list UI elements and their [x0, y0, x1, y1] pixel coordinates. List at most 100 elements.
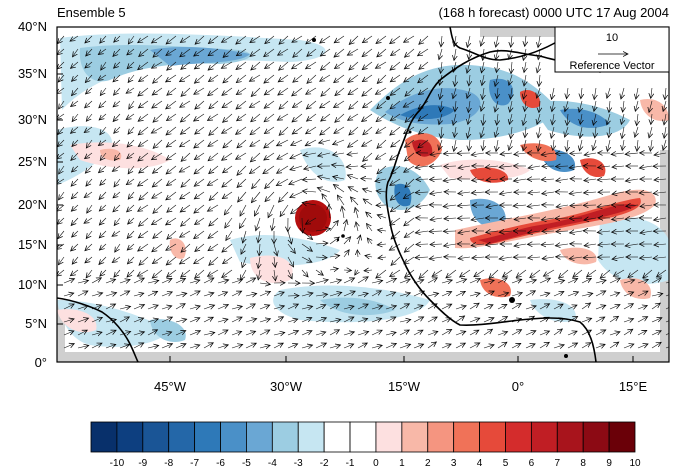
wind-vector — [276, 178, 289, 186]
wind-vector — [429, 231, 443, 232]
wind-vector — [226, 230, 233, 241]
lat-label-5n: 5°N — [25, 316, 47, 331]
wind-vector — [523, 87, 526, 99]
wind-vector — [567, 139, 568, 152]
wind-vector — [292, 35, 303, 42]
wind-vector — [418, 48, 429, 56]
wind-vector — [138, 87, 149, 96]
wind-vector — [166, 165, 177, 174]
wind-vector — [71, 243, 79, 251]
wind-vector — [189, 280, 200, 283]
lat-label-35n: 35°N — [18, 66, 47, 81]
wind-vector — [127, 61, 135, 69]
wind-vector — [152, 217, 163, 225]
wind-vector — [555, 218, 569, 219]
wind-vector — [333, 139, 345, 145]
wind-vector — [180, 191, 191, 199]
wind-vector — [350, 197, 359, 206]
wind-vector — [587, 269, 597, 277]
wind-vector — [264, 87, 275, 95]
wind-vector — [357, 250, 358, 258]
wind-vector — [581, 343, 591, 349]
wind-vector — [622, 139, 624, 150]
wind-vector — [167, 230, 177, 239]
wind-vector — [236, 35, 247, 44]
colorbar-swatch — [349, 421, 377, 453]
wind-vector — [256, 217, 261, 231]
wind-vector — [138, 204, 149, 211]
wind-vector — [91, 317, 102, 323]
wind-vector — [495, 74, 498, 86]
wind-vector — [539, 100, 540, 113]
wind-vector — [573, 269, 583, 277]
wind-vector — [364, 270, 373, 271]
wind-vector — [595, 280, 606, 283]
wind-vector — [377, 100, 387, 109]
wind-vector — [472, 257, 485, 258]
wind-vector — [208, 243, 219, 251]
wind-vector — [265, 191, 275, 202]
wind-vector — [513, 205, 527, 206]
wind-vector — [167, 204, 177, 212]
wind-vector — [483, 329, 493, 336]
wind-vector — [541, 153, 555, 155]
wind-vector — [301, 230, 313, 240]
wind-vector — [595, 344, 605, 348]
wind-vector — [552, 87, 555, 99]
reference-vector-value: 10 — [606, 32, 618, 44]
wind-vector — [152, 152, 163, 160]
wind-vector — [635, 100, 638, 111]
wind-vector — [432, 269, 443, 276]
wind-vector — [625, 218, 639, 219]
wind-vector — [240, 204, 247, 216]
wind-vector — [581, 278, 591, 284]
wind-vector — [371, 281, 383, 284]
wind-vector — [251, 87, 261, 97]
wind-vector — [637, 139, 638, 151]
wind-vector — [538, 139, 540, 151]
wind-vector — [139, 74, 149, 82]
colorbar-label: 1 — [399, 458, 405, 469]
wind-vector — [86, 113, 93, 121]
wind-vector — [194, 191, 205, 199]
wind-vector — [468, 113, 470, 124]
wind-vector — [443, 153, 457, 154]
wind-vector — [399, 293, 410, 296]
wind-vector — [497, 113, 498, 125]
wind-vector — [128, 217, 135, 224]
wind-vector — [265, 61, 275, 69]
wind-vector — [115, 243, 121, 252]
wind-vector — [250, 48, 261, 56]
wind-vector — [471, 153, 485, 155]
wind-vector — [416, 244, 429, 245]
wind-vector — [363, 126, 373, 135]
wind-vector — [329, 292, 342, 296]
wind-vector — [153, 204, 163, 213]
wind-vector — [222, 269, 233, 278]
wind-vector — [315, 257, 327, 258]
wind-vector — [287, 319, 298, 322]
wind-vector — [390, 61, 401, 70]
wind-vector — [637, 113, 638, 126]
wind-vector — [99, 256, 107, 265]
wind-vector — [73, 48, 79, 57]
wind-vector — [321, 113, 331, 121]
wind-vector — [471, 192, 485, 193]
wind-vector — [362, 113, 373, 122]
wind-vector — [349, 126, 359, 135]
wind-vector — [301, 331, 312, 336]
wind-vector — [665, 87, 666, 100]
wind-vector — [119, 280, 130, 284]
wind-vector — [363, 199, 373, 206]
wind-vector — [301, 318, 312, 323]
wind-vector — [525, 291, 535, 297]
wind-vector — [399, 320, 411, 323]
wind-vector — [595, 126, 596, 138]
wind-vector — [430, 218, 443, 220]
wind-vector — [390, 126, 401, 135]
wind-vector — [126, 87, 135, 93]
wind-vector — [279, 126, 289, 135]
colorbar-label: -2 — [320, 458, 329, 469]
wind-vector — [399, 330, 409, 336]
